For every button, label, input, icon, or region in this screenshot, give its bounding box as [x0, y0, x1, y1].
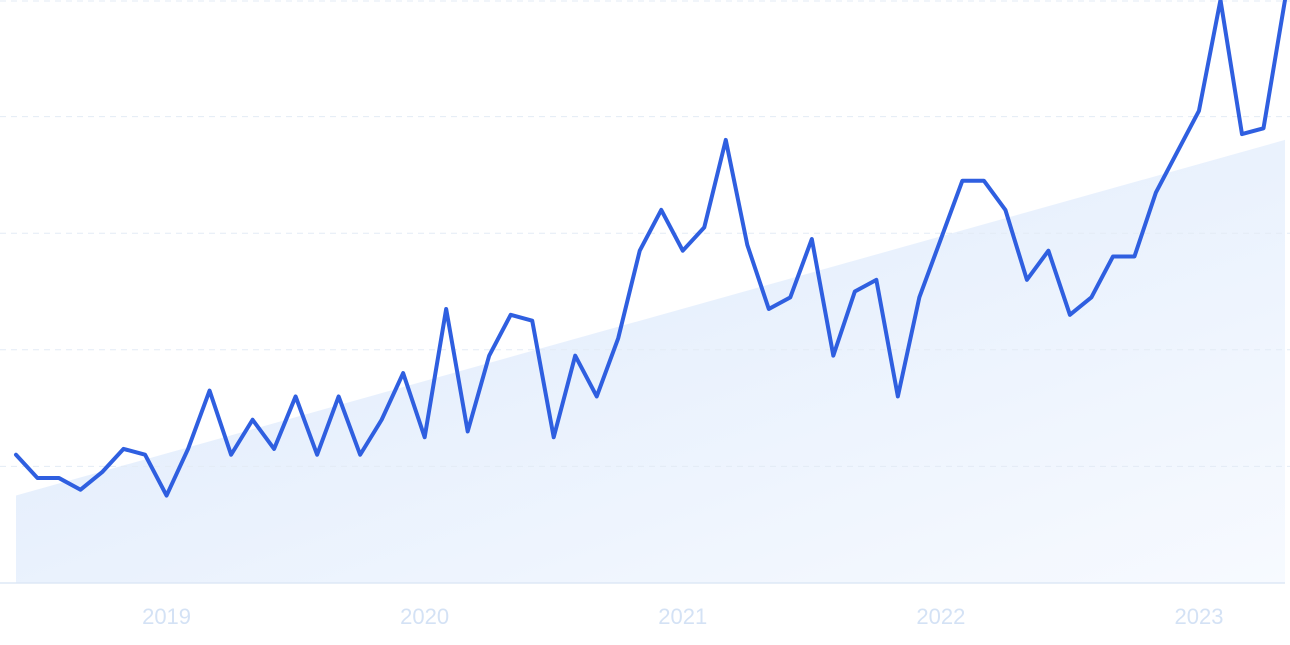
x-tick-label: 2020 — [400, 604, 449, 629]
trend-area — [16, 139, 1285, 584]
x-tick-label: 2019 — [142, 604, 191, 629]
x-tick-label: 2022 — [916, 604, 965, 629]
trend-line — [14, 0, 1287, 498]
x-tick-label: 2023 — [1174, 604, 1223, 629]
x-tick-label: 2021 — [658, 604, 707, 629]
